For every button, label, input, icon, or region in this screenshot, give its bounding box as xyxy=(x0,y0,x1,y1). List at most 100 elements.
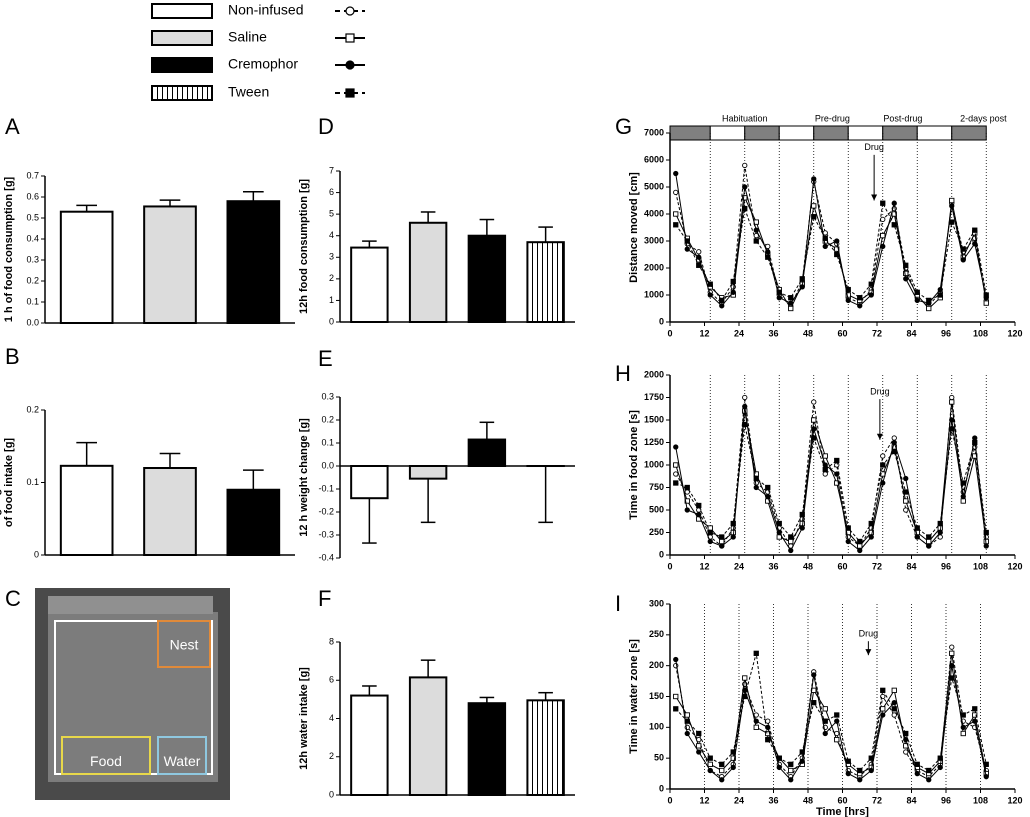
data-point xyxy=(684,246,690,252)
y-tick-label: 250 xyxy=(649,629,664,639)
data-point xyxy=(914,525,920,531)
data-point xyxy=(983,774,989,780)
bar xyxy=(350,246,389,323)
x-tick-label: 96 xyxy=(941,561,951,571)
series-line xyxy=(675,165,987,307)
data-point xyxy=(880,712,886,718)
data-point xyxy=(765,249,771,255)
x-tick-label: 24 xyxy=(734,561,744,571)
x-tick-label: 120 xyxy=(1007,328,1022,338)
data-point xyxy=(822,243,828,250)
data-point xyxy=(949,197,955,204)
data-point xyxy=(903,489,909,495)
data-point xyxy=(960,498,966,504)
data-point xyxy=(960,493,966,500)
data-point xyxy=(696,262,702,268)
x-tick-label: 108 xyxy=(973,328,988,338)
data-point xyxy=(707,761,713,767)
data-point xyxy=(834,246,840,252)
data-point xyxy=(776,289,782,295)
data-point xyxy=(845,538,851,545)
y-tick-label: 2000 xyxy=(644,369,664,379)
data-point xyxy=(926,297,932,304)
data-point xyxy=(937,534,943,540)
y-tick-label: 1 xyxy=(329,295,334,305)
data-point xyxy=(822,706,828,712)
annotation-arrowhead xyxy=(871,194,878,201)
legend-swatch xyxy=(151,57,213,73)
data-point xyxy=(673,462,679,468)
data-point xyxy=(684,718,690,724)
y-tick-label: 6000 xyxy=(644,154,664,164)
y-tick-label: 0.3 xyxy=(26,254,39,264)
x-tick-label: 120 xyxy=(1007,561,1022,571)
data-point xyxy=(983,292,989,298)
data-point xyxy=(949,675,955,681)
y-tick-label: 0 xyxy=(329,789,334,799)
data-point xyxy=(776,520,782,527)
x-tick-label: 84 xyxy=(906,561,916,571)
phase-label: 2-days post xyxy=(960,113,1007,123)
y-tick-label: 4 xyxy=(329,713,334,723)
data-point xyxy=(788,305,794,312)
data-point xyxy=(696,254,702,260)
phase-segment xyxy=(916,125,953,141)
y-tick-label: 0.2 xyxy=(321,414,334,424)
data-point xyxy=(937,529,943,536)
bar xyxy=(226,488,281,556)
data-point xyxy=(949,663,955,669)
data-point xyxy=(880,462,886,468)
data-point xyxy=(753,232,759,239)
x-tick-label: 36 xyxy=(768,328,778,338)
data-point xyxy=(765,254,771,260)
data-point xyxy=(696,730,702,737)
data-point xyxy=(903,730,909,737)
data-point xyxy=(684,712,690,718)
photo-arena xyxy=(48,612,218,782)
data-point xyxy=(880,706,886,712)
series-line xyxy=(675,196,987,310)
x-tick-label: 0 xyxy=(667,795,672,805)
data-point xyxy=(719,761,725,767)
y-axis-label: Time in food zone [s] xyxy=(628,410,640,520)
data-point xyxy=(673,211,679,217)
data-point xyxy=(719,297,725,304)
y-tick-label: 0.6 xyxy=(26,191,39,201)
phase-segment xyxy=(882,125,918,141)
x-tick-label: 12 xyxy=(699,561,709,571)
bar xyxy=(526,241,565,323)
data-point xyxy=(880,243,886,250)
bar xyxy=(467,438,507,467)
y-tick-label: 4 xyxy=(329,230,334,240)
data-point xyxy=(730,755,736,761)
data-point xyxy=(857,767,863,774)
data-point xyxy=(696,502,702,509)
data-point xyxy=(868,534,874,540)
series-line xyxy=(675,201,987,302)
data-point xyxy=(949,399,955,405)
data-point xyxy=(845,770,851,777)
data-point xyxy=(730,289,736,295)
x-tick-label: 48 xyxy=(803,328,813,338)
x-tick-label: 0 xyxy=(667,561,672,571)
data-point xyxy=(673,189,679,196)
series-line xyxy=(675,406,987,552)
bar xyxy=(59,210,114,324)
legend-marker xyxy=(345,60,355,70)
phase-label: Habituation xyxy=(722,113,768,123)
data-point xyxy=(788,538,794,545)
data-point xyxy=(891,448,897,455)
data-point xyxy=(857,547,863,554)
y-axis-label: 1 h of food consumption [g] xyxy=(3,176,15,322)
legend-swatch xyxy=(151,30,213,46)
data-point xyxy=(696,511,702,518)
data-point xyxy=(730,534,736,540)
x-tick-label: 36 xyxy=(768,795,778,805)
bar xyxy=(226,200,281,324)
data-point xyxy=(949,394,955,401)
data-point xyxy=(880,232,886,239)
data-point xyxy=(926,777,932,783)
bar xyxy=(350,465,389,500)
data-point xyxy=(949,219,955,225)
